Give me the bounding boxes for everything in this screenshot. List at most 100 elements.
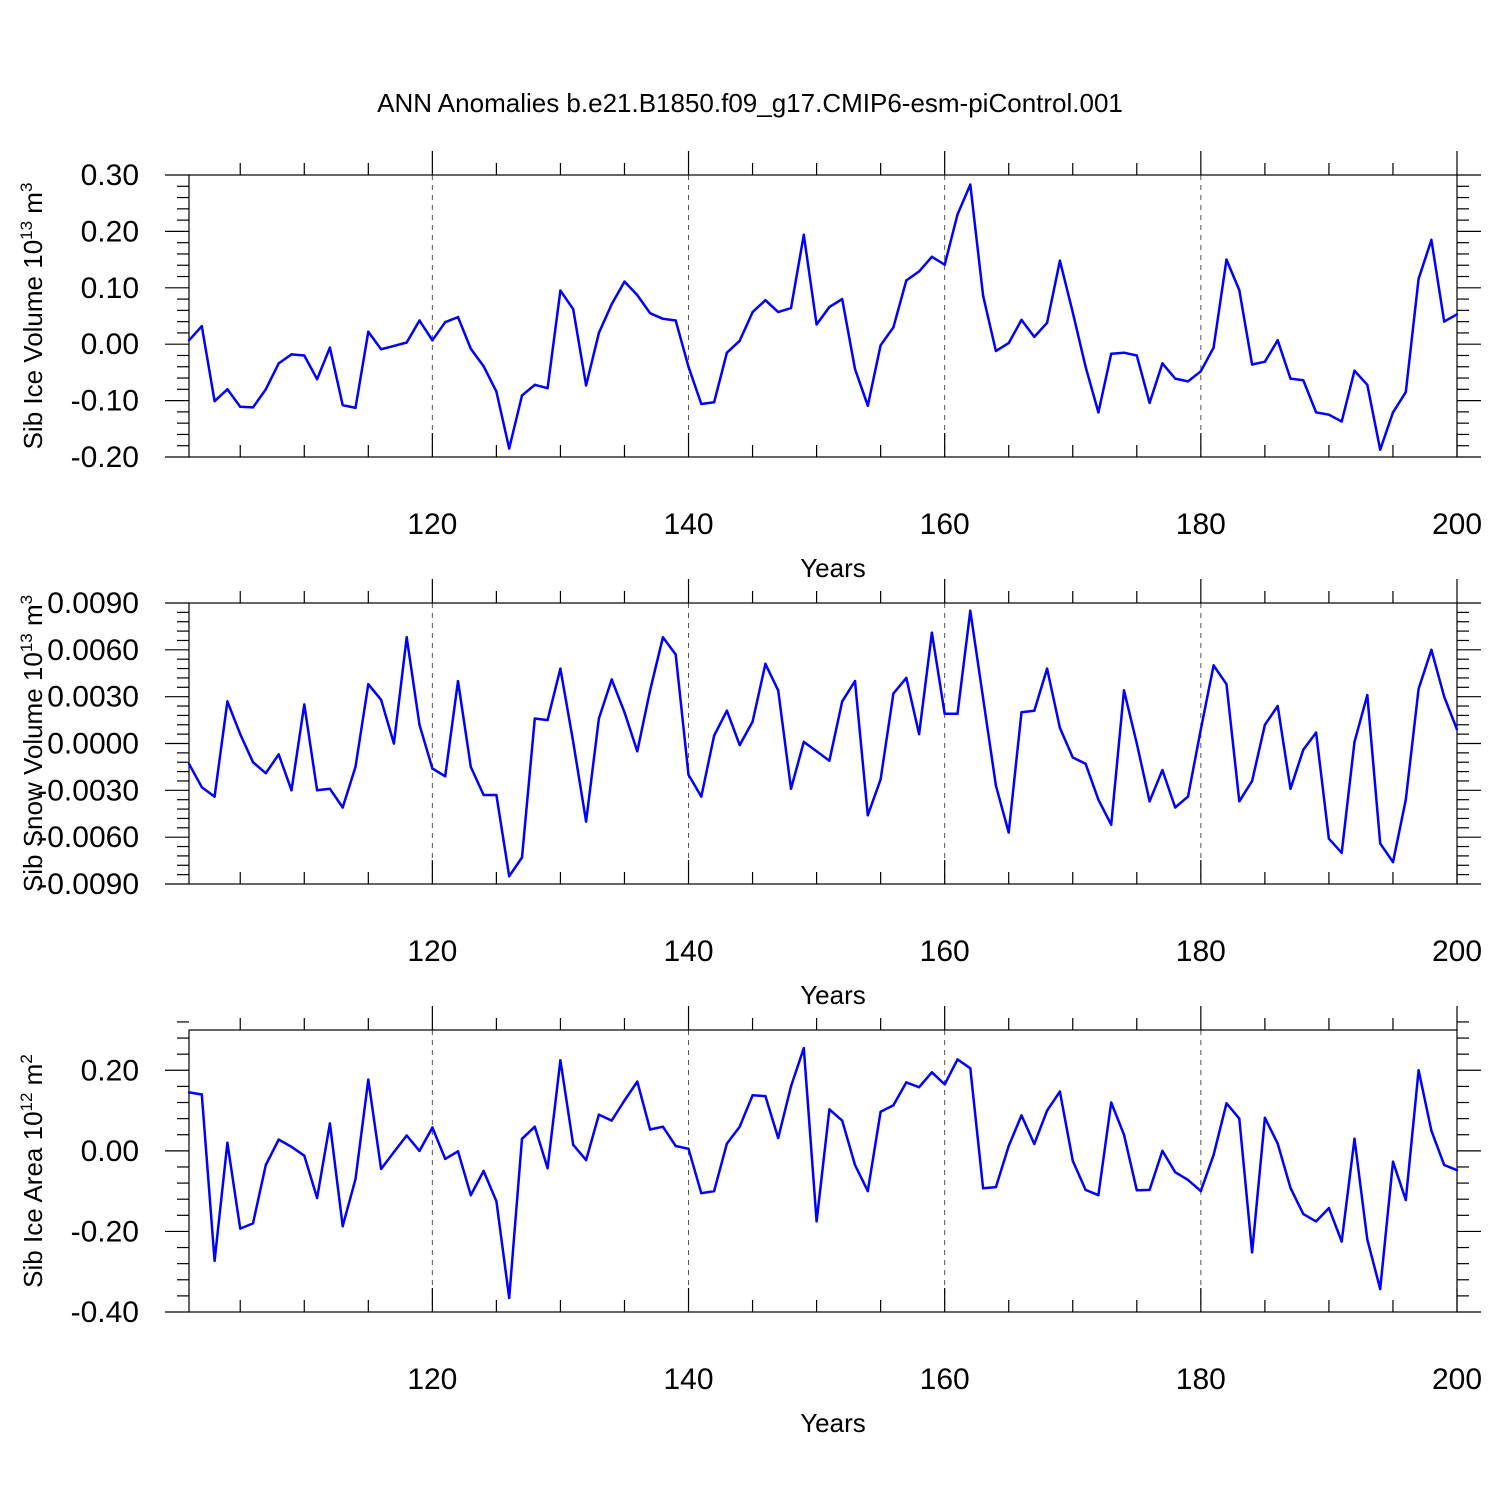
data-point [1020, 318, 1023, 322]
data-point [392, 1150, 396, 1154]
data-point [200, 324, 204, 328]
data-point [469, 765, 472, 769]
data-point [1327, 413, 1331, 416]
data-point [1404, 390, 1407, 394]
data-point [1250, 779, 1254, 783]
data-point [712, 1189, 716, 1193]
data-point [469, 347, 472, 350]
data-point [226, 700, 229, 703]
data-point [354, 1177, 357, 1181]
data-point [1263, 360, 1267, 363]
data-point [341, 403, 344, 407]
data-point [1007, 831, 1010, 834]
data-point [584, 1158, 588, 1162]
data-point [431, 1126, 434, 1129]
data-point [738, 1125, 741, 1128]
data-point [1289, 787, 1292, 790]
data-point [1161, 768, 1164, 772]
data-point [226, 388, 229, 391]
data-point [1302, 748, 1305, 751]
data-point [841, 700, 844, 703]
y-axis-title: Sib Ice Volume 1013 m3 [17, 183, 48, 450]
data-point [251, 1222, 255, 1225]
data-point [636, 293, 639, 297]
series-line-sib-ice-area [188, 1046, 1458, 1300]
data-point [1071, 756, 1074, 759]
data-point [508, 447, 511, 450]
data-point [1109, 1101, 1113, 1104]
data-point [341, 1224, 344, 1228]
data-point [1353, 1137, 1356, 1140]
data-point [1353, 740, 1356, 744]
data-point [226, 1141, 229, 1145]
y-tick-label: 0.30 [81, 159, 139, 192]
data-point [1199, 1189, 1203, 1193]
data-point [559, 667, 562, 670]
data-point [917, 270, 921, 273]
data-point [418, 723, 421, 726]
data-point [738, 743, 741, 747]
data-point [1033, 335, 1036, 339]
y-tick-label: 0.0030 [47, 681, 139, 714]
data-point [1122, 1133, 1126, 1136]
x-tick-label: 140 [663, 935, 713, 968]
data-point [559, 289, 562, 292]
data-point [994, 1185, 998, 1189]
data-point [687, 773, 690, 776]
data-point [1122, 689, 1126, 692]
data-point [1442, 695, 1446, 698]
data-point [853, 1163, 857, 1167]
chart-title: ANN Anomalies b.e21.B1850.f09_g17.CMIP6-… [377, 88, 1123, 118]
data-point [892, 1104, 895, 1107]
data-point [597, 331, 601, 335]
data-point [866, 814, 870, 817]
data-point [597, 1113, 601, 1116]
data-point [546, 386, 549, 390]
data-point [379, 1167, 383, 1171]
data-point [725, 351, 729, 354]
data-point [187, 339, 191, 342]
data-point [738, 339, 741, 343]
y-tick-label: -0.40 [71, 1296, 139, 1329]
data-point [789, 306, 793, 310]
y-tick-label: 0.0000 [47, 728, 139, 761]
data-point [1353, 369, 1356, 372]
data-point [533, 383, 537, 387]
data-point [520, 394, 524, 397]
data-point [610, 1119, 613, 1122]
data-point [264, 388, 268, 391]
data-point [1174, 806, 1177, 809]
y-tick-label: 0.10 [81, 272, 139, 305]
data-point [712, 401, 716, 404]
data-point [1084, 365, 1087, 368]
data-point [533, 1125, 537, 1128]
data-point [213, 399, 216, 403]
data-point [815, 750, 818, 753]
data-point [251, 761, 255, 764]
data-point [200, 1093, 204, 1096]
series-line-sib-snow-volume [187, 609, 1459, 878]
data-point [367, 330, 370, 333]
panel-sib-ice-volume: -0.20 -0.10 0.00 0.10 0.20 0.30 120 140 160 180 20… [17, 151, 1482, 583]
data-point [802, 1046, 805, 1050]
data-point [892, 326, 895, 329]
data-point [559, 1059, 562, 1062]
data-point [315, 377, 319, 381]
data-point [1225, 258, 1228, 261]
data-point [802, 233, 805, 236]
data-point [1276, 339, 1279, 342]
data-point [751, 1094, 754, 1097]
data-point [1276, 704, 1279, 708]
data-point [1199, 728, 1203, 731]
data-point [674, 653, 677, 656]
data-point [456, 1150, 460, 1153]
data-point [905, 1081, 908, 1084]
data-point [482, 1169, 485, 1173]
data-point [495, 390, 498, 393]
data-point [456, 679, 460, 683]
data-point [700, 402, 703, 406]
data-point [1302, 1212, 1305, 1216]
data-point [1404, 798, 1407, 801]
data-point [1109, 823, 1113, 826]
data-point [187, 1091, 191, 1094]
